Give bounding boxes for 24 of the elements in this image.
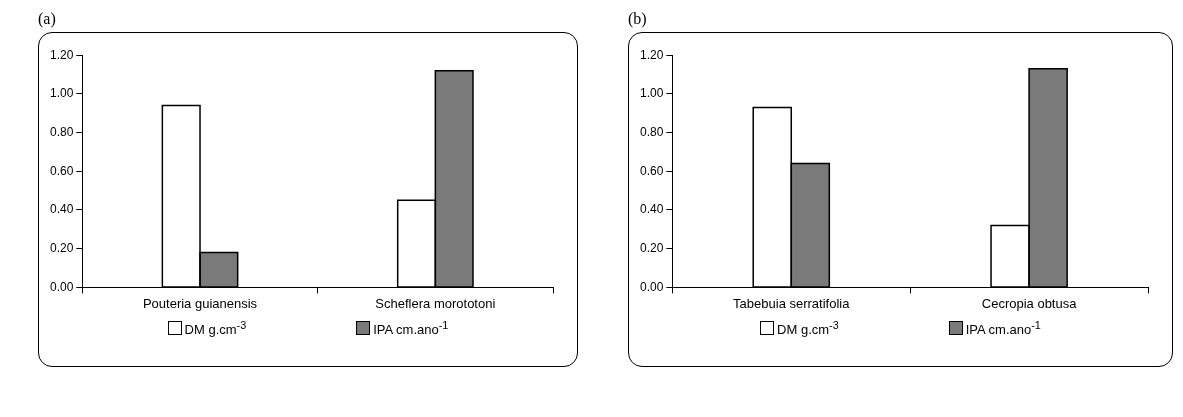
chart-title: (a) [38,10,57,30]
chart-title: (b) [628,10,648,30]
y-tick-label: 0.00 [640,279,664,294]
y-tick-label: 0.40 [50,202,74,217]
legend-label: IPA cm.ano$^{-1}$ [373,319,449,338]
y-tick-label: 0.80 [640,124,664,139]
y-tick-label: 1.20 [50,47,74,62]
y-tick-label: 0.80 [50,124,74,139]
x-tick-label: Cecropia obtusa [981,295,1078,311]
legend-label: IPA cm.ano$^{-1}$ [965,319,1041,338]
x-tick-label: Scheflera morototoni [375,295,496,311]
y-tick-label: 0.40 [640,202,664,217]
text: DM g.cm$^{-3}$ [777,319,839,338]
text: DM g.cm$^{-3}$ [184,319,247,338]
x-tick-label: Pouteria guianensis [142,295,258,311]
y-tick-label: 0.60 [640,163,664,178]
y-tick-label: 0.20 [640,241,664,256]
y-tick-label: 1.00 [50,86,74,101]
y-tick-label: 1.20 [640,47,664,62]
y-tick-label: 0.60 [50,163,74,178]
y-tick-label: 0.00 [50,279,74,294]
y-tick-label: 1.00 [640,86,664,101]
x-tick-label: Tabebuia serratifolia [733,295,851,311]
y-tick-label: 0.20 [50,241,74,256]
